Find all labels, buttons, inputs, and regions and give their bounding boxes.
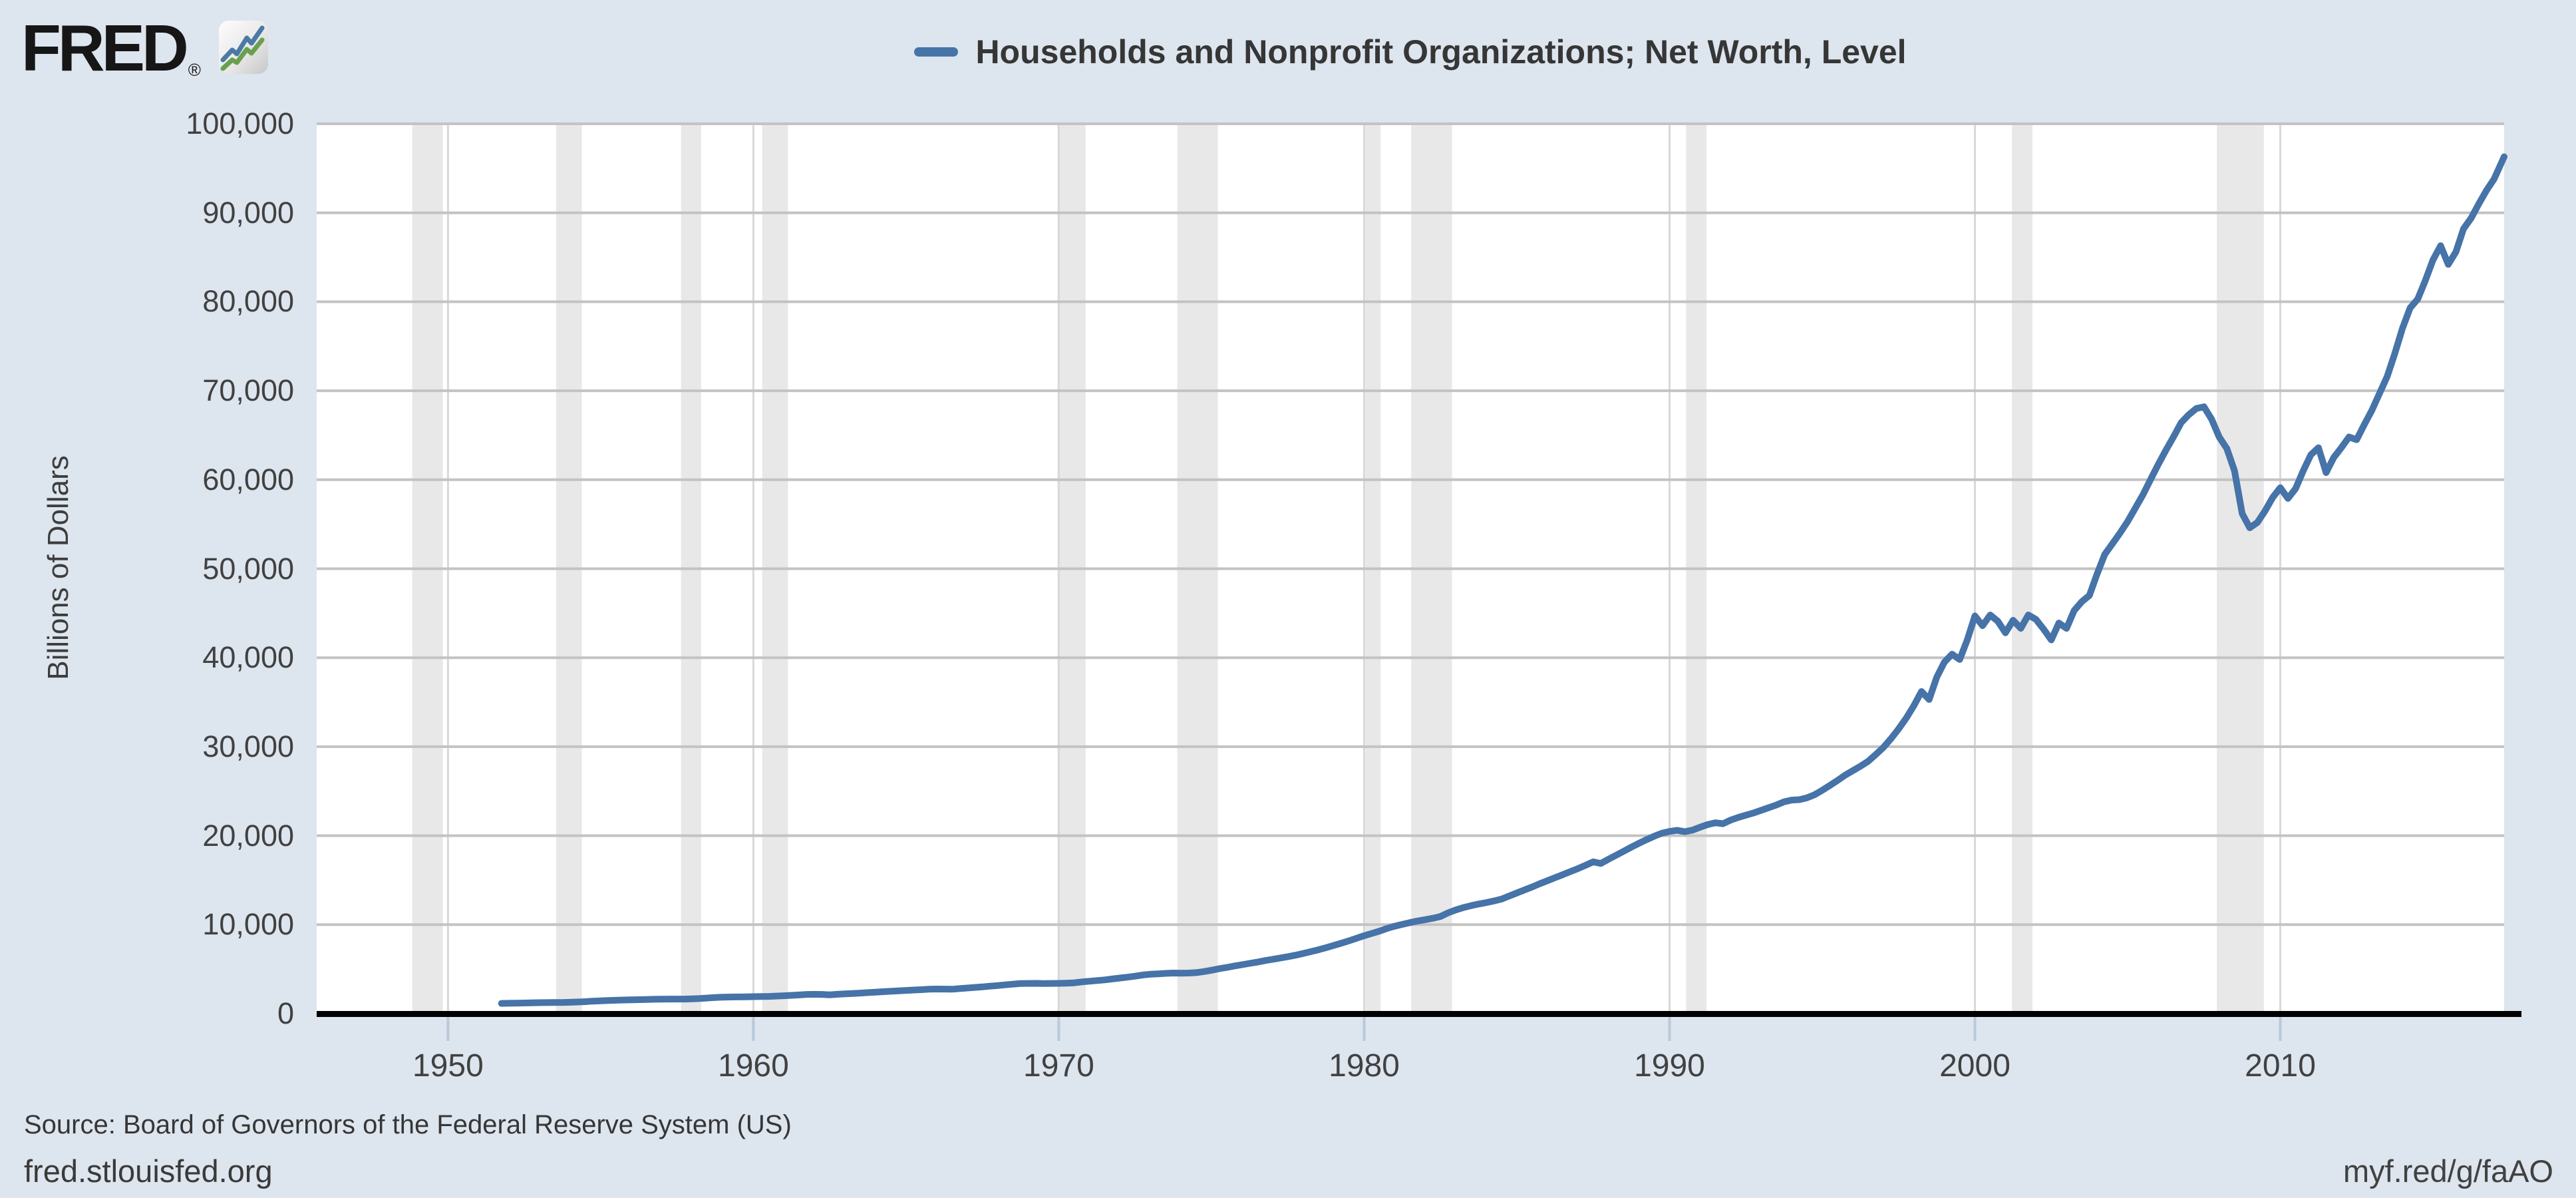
- y-tick-label: 90,000: [202, 195, 294, 230]
- y-tick-label: 30,000: [202, 729, 294, 763]
- y-tick-label: 100,000: [186, 106, 294, 140]
- x-tick-label: 1950: [412, 1048, 484, 1084]
- fred-logo: FRED ®: [21, 11, 269, 85]
- y-tick-label: 10,000: [202, 907, 294, 942]
- y-tick-label: 20,000: [202, 818, 294, 853]
- fred-site-link[interactable]: fred.stlouisfed.org: [24, 1153, 273, 1189]
- trend-lines-icon: [218, 20, 269, 78]
- legend-series-label[interactable]: Households and Nonprofit Organizations; …: [975, 33, 1907, 71]
- footer-links: fred.stlouisfed.org myf.red/g/faAO: [24, 1153, 2553, 1189]
- y-tick-label: 70,000: [202, 373, 294, 408]
- graph-permalink[interactable]: myf.red/g/faAO: [2342, 1153, 2553, 1189]
- x-tick-label: 2010: [2245, 1048, 2316, 1084]
- source-text: Source: Board of Governors of the Federa…: [24, 1110, 792, 1139]
- chart-legend: Households and Nonprofit Organizations; …: [317, 31, 2504, 73]
- y-tick-label: 40,000: [202, 640, 294, 675]
- x-tick-label: 1960: [718, 1048, 789, 1084]
- y-tick-label: 80,000: [202, 284, 294, 319]
- plot-svg: [317, 122, 2521, 1041]
- fred-logo-text: FRED: [21, 11, 189, 85]
- registered-mark-icon: ®: [188, 60, 201, 80]
- x-tick-label: 1970: [1023, 1048, 1094, 1084]
- y-tick-label: 0: [277, 996, 294, 1030]
- x-tick-label: 2000: [1939, 1048, 2011, 1084]
- net-worth-line: [498, 153, 2507, 1007]
- x-axis-line: [317, 1011, 2521, 1017]
- x-tick-label: 1990: [1634, 1048, 1705, 1084]
- legend-line-swatch: [914, 47, 959, 57]
- y-tick-label: 50,000: [202, 551, 294, 586]
- plot-area[interactable]: [317, 122, 2521, 1041]
- x-tick-label: 1980: [1329, 1048, 1400, 1084]
- y-tick-label: 60,000: [202, 462, 294, 497]
